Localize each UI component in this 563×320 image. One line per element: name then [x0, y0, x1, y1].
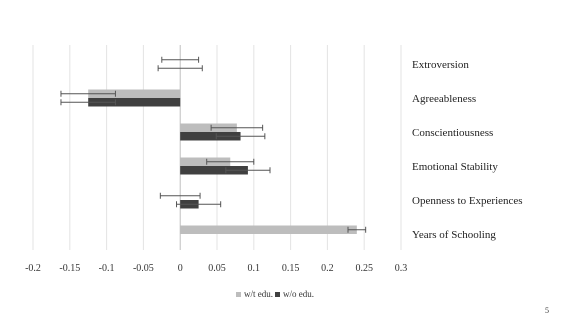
category-label: Conscientiousness	[412, 127, 493, 139]
category-labels: Extroversion Agreeableness Conscientiousne…	[412, 59, 523, 241]
x-tick-label: 0.1	[248, 263, 261, 274]
legend-label: w/o edu.	[283, 289, 314, 299]
bar	[180, 166, 248, 175]
bar	[88, 98, 181, 107]
legend-swatch	[236, 292, 241, 297]
bar	[180, 225, 357, 234]
legend-swatch	[275, 292, 280, 297]
bar	[88, 89, 181, 98]
x-tick-label: 0.25	[355, 263, 373, 274]
x-tick-label: 0.15	[282, 263, 300, 274]
category-label: Agreeableness	[412, 93, 476, 105]
x-tick-label: 0.3	[395, 263, 408, 274]
bar	[180, 132, 241, 141]
x-tick-label: 0.2	[321, 263, 334, 274]
category-label: Openness to Experiences	[412, 195, 523, 207]
x-tick-label: -0.2	[25, 263, 41, 274]
x-tick-label: 0	[178, 263, 183, 274]
x-tick-label: -0.1	[99, 263, 115, 274]
bar	[180, 157, 231, 166]
legend: w/t edu. w/o edu.	[236, 289, 314, 299]
page-number: 5	[545, 306, 549, 315]
category-label: Emotional Stability	[412, 161, 498, 173]
x-tick-labels: -0.2 -0.15 -0.1 -0.05 0 0.05 0.1 0.15 0.2 0.25 0.3	[25, 263, 407, 274]
category-label: Extroversion	[412, 59, 469, 71]
x-tick-label: 0.05	[208, 263, 226, 274]
x-tick-label: -0.15	[59, 263, 80, 274]
bar	[180, 123, 237, 132]
category-label: Years of Schooling	[412, 229, 496, 241]
grid-lines	[32, 45, 402, 250]
x-tick-label: -0.05	[133, 263, 154, 274]
legend-label: w/t edu.	[244, 289, 273, 299]
error-bars	[60, 56, 367, 233]
